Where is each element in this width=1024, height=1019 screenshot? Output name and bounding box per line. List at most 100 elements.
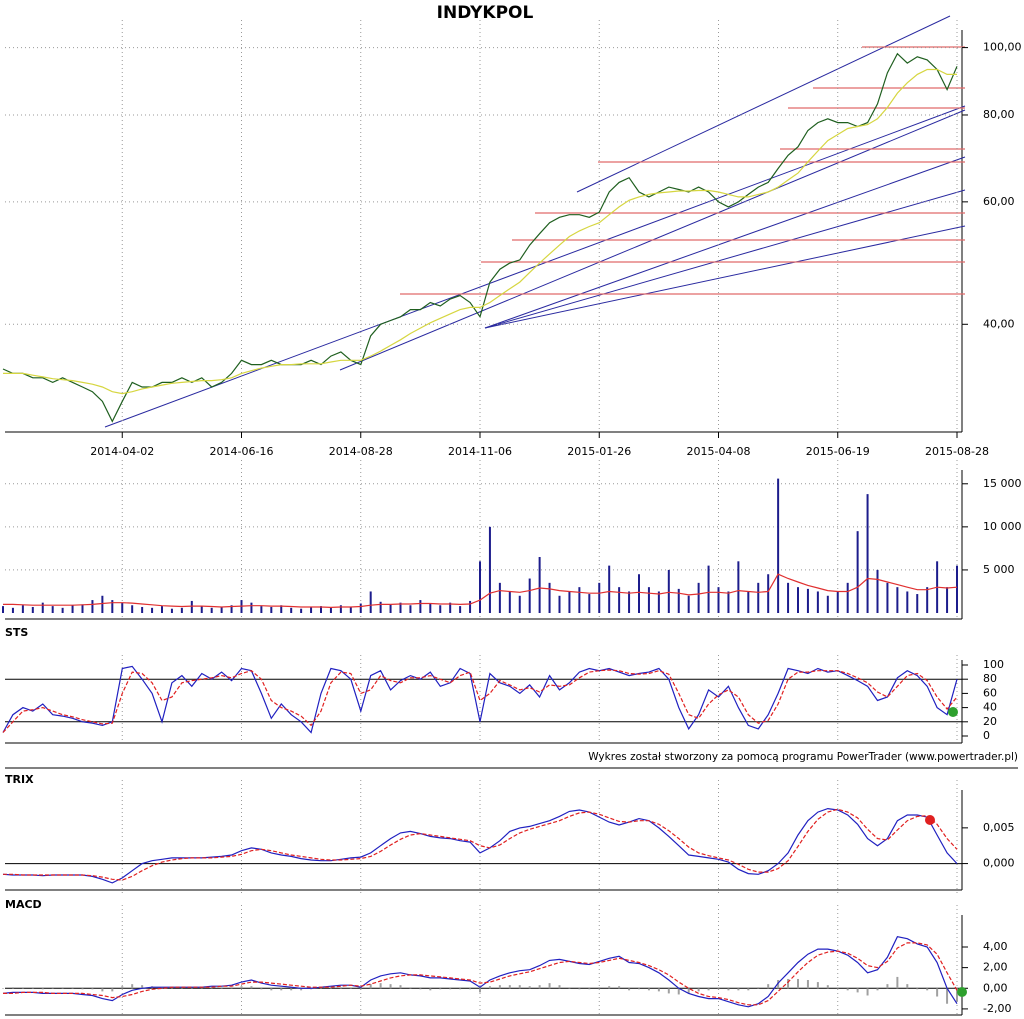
bar	[260, 988, 263, 990]
bar	[647, 587, 650, 613]
bar	[866, 494, 869, 613]
bar	[628, 988, 631, 991]
bar	[61, 607, 64, 613]
bar	[588, 988, 591, 990]
trend-line	[484, 225, 966, 329]
series-line	[3, 942, 958, 1006]
x-tick-label: 2014-06-16	[210, 445, 274, 458]
bar	[618, 986, 621, 989]
bar	[707, 565, 710, 613]
bar	[608, 986, 611, 989]
bar	[479, 561, 481, 613]
bar	[210, 607, 213, 613]
series-line	[2, 936, 958, 1008]
bar	[548, 582, 551, 613]
trend-line	[484, 189, 966, 329]
bar	[806, 588, 809, 613]
bar	[757, 987, 760, 989]
bar	[508, 985, 511, 989]
bar	[290, 607, 293, 613]
y-tick-label: 15 000	[983, 477, 1022, 490]
y-tick-label: 0,005	[983, 821, 1015, 834]
bar	[886, 582, 889, 613]
bar	[429, 988, 432, 991]
y-tick-label: 0,00	[983, 981, 1008, 994]
y-tick-label: 40	[983, 701, 997, 714]
bar	[518, 985, 521, 989]
bar	[51, 606, 54, 613]
bar	[21, 605, 24, 613]
bar	[51, 988, 54, 989]
bar	[200, 988, 203, 989]
bar	[876, 988, 879, 991]
bar	[459, 606, 462, 613]
series-line	[3, 68, 957, 395]
bar	[101, 595, 104, 613]
bar	[856, 988, 859, 993]
bar	[498, 985, 501, 989]
bar	[21, 988, 24, 989]
bar	[896, 976, 899, 989]
bar	[717, 988, 720, 990]
bar	[131, 605, 134, 613]
series-line	[2, 52, 958, 423]
bar	[816, 982, 819, 989]
bar	[479, 988, 481, 993]
plots: 2014-04-02 2014-06-16 2014-08-28 2014-11-06…	[2, 20, 1022, 1016]
bar	[190, 988, 193, 989]
bar	[946, 587, 949, 613]
bar	[379, 983, 382, 989]
frames	[5, 30, 1018, 1016]
bar	[956, 565, 958, 613]
bar	[816, 591, 819, 613]
bar	[220, 606, 223, 613]
bar	[300, 608, 303, 613]
bar	[558, 595, 561, 613]
bar	[508, 591, 511, 613]
bar	[598, 987, 601, 989]
bar	[876, 569, 879, 613]
bar	[71, 605, 74, 613]
bar	[628, 591, 631, 613]
bar	[449, 988, 452, 990]
bar	[787, 582, 790, 613]
bar	[846, 582, 849, 613]
bar	[2, 988, 4, 989]
bar	[558, 985, 561, 989]
bar	[767, 984, 770, 989]
bar	[161, 606, 163, 613]
bar	[747, 988, 750, 991]
bar	[369, 984, 372, 989]
x-tick-label: 2015-04-08	[687, 445, 751, 458]
bar	[310, 606, 313, 613]
bar	[886, 984, 889, 989]
bar	[141, 606, 144, 613]
panel-label: STS	[5, 626, 28, 639]
bar	[697, 582, 700, 613]
y-tick-label: 20	[983, 715, 997, 728]
bar	[518, 595, 521, 613]
bar	[836, 988, 839, 989]
bar	[568, 988, 571, 989]
bar	[200, 606, 203, 613]
y-tick-label: 4,00	[983, 940, 1008, 953]
signal-dot	[948, 707, 958, 717]
bar	[657, 591, 660, 613]
bar	[767, 574, 770, 613]
x-tick-label: 2014-04-02	[90, 445, 154, 458]
bar	[469, 600, 472, 613]
bar	[956, 988, 958, 1002]
bar	[409, 988, 412, 989]
bar	[379, 601, 382, 613]
panel-label: MACD	[5, 898, 42, 911]
bar	[906, 984, 909, 989]
bar	[91, 600, 94, 613]
bar	[687, 595, 690, 613]
bar	[578, 587, 581, 613]
bar	[81, 988, 84, 990]
bar	[250, 602, 253, 613]
bar	[320, 606, 322, 613]
bar	[439, 605, 442, 613]
signal-dot	[957, 987, 967, 997]
bar	[81, 604, 84, 613]
